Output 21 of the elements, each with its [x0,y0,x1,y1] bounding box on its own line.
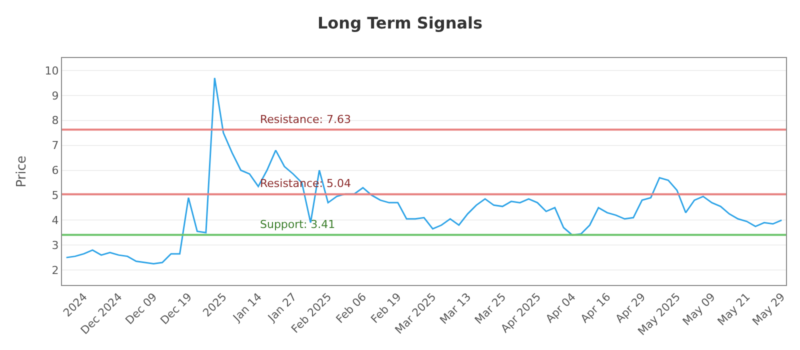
y-tick-label: 9 [52,89,59,102]
y-tick-label: 5 [52,189,59,202]
x-tick-label: Apr 16 [578,290,614,326]
y-tick-label: 3 [52,238,59,252]
chart-title: Long Term Signals [317,14,483,33]
x-tick-label: Dec 19 [158,290,194,328]
y-tick-label: 7 [52,139,59,152]
x-tick-label: Dec 09 [122,290,160,328]
y-tick-label: 8 [52,114,59,128]
x-tick-label: Jan 14 [230,290,264,325]
x-tick-label: Feb 06 [334,290,369,326]
ref-line-label: Support: 3.41 [260,218,336,231]
ref-line-label: Resistance: 7.63 [260,113,351,126]
x-tick-label: Apr 04 [543,290,578,326]
x-tick-label: Mar 13 [437,290,474,327]
y-axis-title: Price [14,156,30,188]
y-tick-label: 2 [52,264,59,277]
y-tick-label: 10 [44,64,59,78]
line-series [66,77,782,265]
y-tick-label: 4 [52,214,59,227]
y-tick-label: 6 [52,164,59,178]
